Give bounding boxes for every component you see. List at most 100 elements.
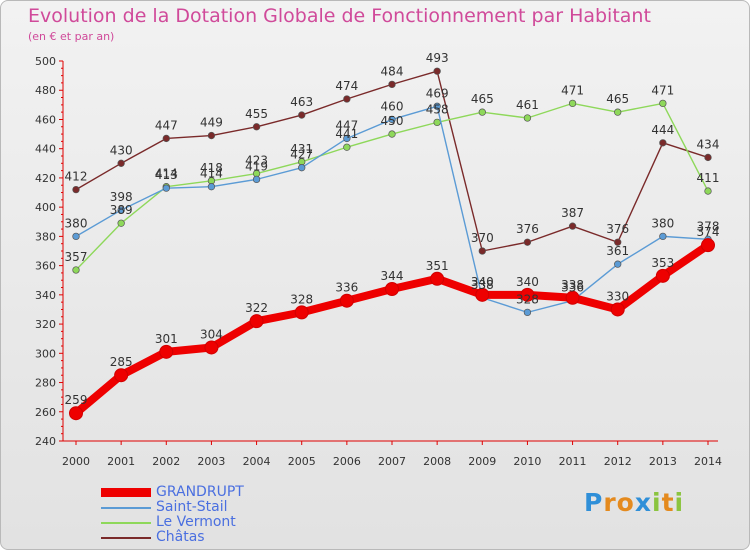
data-label: 304 bbox=[200, 327, 223, 341]
data-point-le-vermont bbox=[388, 130, 396, 138]
data-point-ch-tas bbox=[614, 238, 622, 246]
y-tick-label: 440 bbox=[35, 143, 56, 156]
data-label: 259 bbox=[65, 393, 88, 407]
legend-swatch-saint-stail bbox=[101, 507, 151, 509]
data-point-saint-stail bbox=[659, 232, 667, 241]
data-label: 469 bbox=[426, 86, 449, 100]
legend-label-chatas: Châtas bbox=[156, 529, 205, 545]
y-tick-label: 320 bbox=[35, 318, 56, 331]
data-label: 461 bbox=[516, 98, 539, 112]
data-point-saint-stail bbox=[523, 308, 532, 317]
y-tick-label: 400 bbox=[35, 201, 56, 214]
y-tick-label: 500 bbox=[35, 55, 56, 68]
logo-letter: i bbox=[674, 488, 685, 517]
data-label: 449 bbox=[200, 116, 223, 130]
data-label: 484 bbox=[381, 64, 404, 78]
data-point-ch-tas bbox=[478, 247, 486, 255]
legend-swatch-chatas bbox=[101, 537, 151, 539]
chart-subtitle: (en € et par an) bbox=[28, 30, 115, 43]
x-tick-label: 2010 bbox=[513, 455, 541, 468]
data-point-le-vermont bbox=[659, 99, 667, 108]
data-point-grandrupt bbox=[294, 305, 309, 320]
data-label: 380 bbox=[65, 216, 88, 230]
data-point-grandrupt bbox=[339, 293, 354, 308]
data-point-grandrupt bbox=[430, 271, 445, 286]
data-label: 463 bbox=[290, 95, 313, 109]
y-tick-label: 420 bbox=[35, 172, 56, 185]
x-tick-label: 2003 bbox=[197, 455, 225, 468]
x-tick-label: 2012 bbox=[604, 455, 632, 468]
data-label: 340 bbox=[471, 275, 494, 289]
data-point-ch-tas bbox=[523, 238, 532, 246]
data-point-le-vermont bbox=[433, 118, 441, 127]
y-tick-label: 260 bbox=[35, 406, 56, 419]
data-point-grandrupt bbox=[655, 268, 670, 283]
data-label: 423 bbox=[245, 154, 268, 168]
data-point-grandrupt bbox=[610, 302, 625, 317]
data-label: 330 bbox=[606, 289, 629, 303]
data-point-le-vermont bbox=[568, 99, 577, 108]
data-label: 322 bbox=[245, 301, 268, 315]
data-label: 431 bbox=[290, 142, 313, 156]
data-label: 418 bbox=[200, 161, 223, 175]
data-point-grandrupt bbox=[475, 287, 490, 302]
data-point-grandrupt bbox=[385, 282, 399, 296]
data-label: 336 bbox=[561, 281, 584, 295]
data-point-le-vermont bbox=[523, 114, 532, 122]
x-tick-label: 2002 bbox=[152, 455, 180, 468]
data-label: 336 bbox=[335, 281, 358, 295]
data-label: 447 bbox=[335, 118, 358, 132]
data-point-grandrupt bbox=[69, 406, 83, 421]
data-point-ch-tas bbox=[659, 139, 667, 147]
data-point-grandrupt bbox=[159, 344, 174, 359]
data-point-grandrupt bbox=[565, 290, 580, 305]
data-point-ch-tas bbox=[388, 80, 396, 89]
x-tick-label: 2000 bbox=[62, 455, 90, 468]
data-point-ch-tas bbox=[343, 95, 351, 103]
data-label: 471 bbox=[561, 83, 584, 97]
data-point-ch-tas bbox=[568, 222, 577, 230]
data-label: 427 bbox=[290, 148, 313, 162]
data-label: 340 bbox=[516, 275, 539, 289]
logo-letter: P bbox=[584, 488, 604, 517]
logo-letter: o bbox=[616, 488, 635, 517]
data-label: 412 bbox=[65, 170, 88, 184]
legend-swatch-le-vermont bbox=[101, 522, 151, 524]
y-tick-label: 280 bbox=[35, 377, 56, 390]
data-point-le-vermont bbox=[704, 187, 712, 195]
data-point-le-vermont bbox=[72, 266, 80, 274]
data-label: 413 bbox=[155, 168, 178, 182]
data-point-le-vermont bbox=[117, 219, 125, 227]
x-tick-label: 2008 bbox=[423, 455, 451, 468]
data-label: 447 bbox=[155, 118, 178, 132]
data-point-saint-stail bbox=[72, 232, 80, 241]
chart-title: Evolution de la Dotation Globale de Fonc… bbox=[28, 5, 651, 27]
data-point-ch-tas bbox=[298, 111, 306, 119]
y-tick-label: 300 bbox=[35, 347, 56, 360]
data-point-grandrupt bbox=[701, 238, 715, 253]
data-label: 465 bbox=[471, 92, 494, 106]
data-label: 474 bbox=[335, 79, 358, 93]
data-label: 414 bbox=[200, 167, 223, 181]
data-label: 387 bbox=[561, 206, 584, 220]
data-point-le-vermont bbox=[614, 108, 622, 116]
series-layer bbox=[69, 67, 715, 421]
legend-label-grandrupt: GRANDRUPT bbox=[156, 484, 244, 500]
data-label: 376 bbox=[516, 222, 539, 236]
x-tick-label: 2014 bbox=[694, 455, 722, 468]
logo-letter: r bbox=[603, 488, 617, 517]
data-label: 411 bbox=[697, 171, 720, 185]
axes: 240 260 280 300 320 340 360 380 400 420 440 460 480 5… bbox=[35, 55, 722, 468]
data-point-saint-stail bbox=[614, 260, 622, 268]
y-tick-label: 340 bbox=[35, 289, 56, 302]
data-label: 419 bbox=[245, 159, 268, 173]
data-label: 450 bbox=[381, 114, 404, 128]
data-label: 376 bbox=[606, 222, 629, 236]
data-point-saint-stail bbox=[388, 115, 396, 124]
data-point-grandrupt bbox=[114, 368, 129, 383]
data-point-ch-tas bbox=[252, 123, 261, 131]
data-label: 338 bbox=[561, 278, 584, 292]
data-label: 344 bbox=[381, 269, 404, 283]
data-label: 351 bbox=[426, 259, 449, 273]
data-point-saint-stail bbox=[433, 102, 441, 110]
